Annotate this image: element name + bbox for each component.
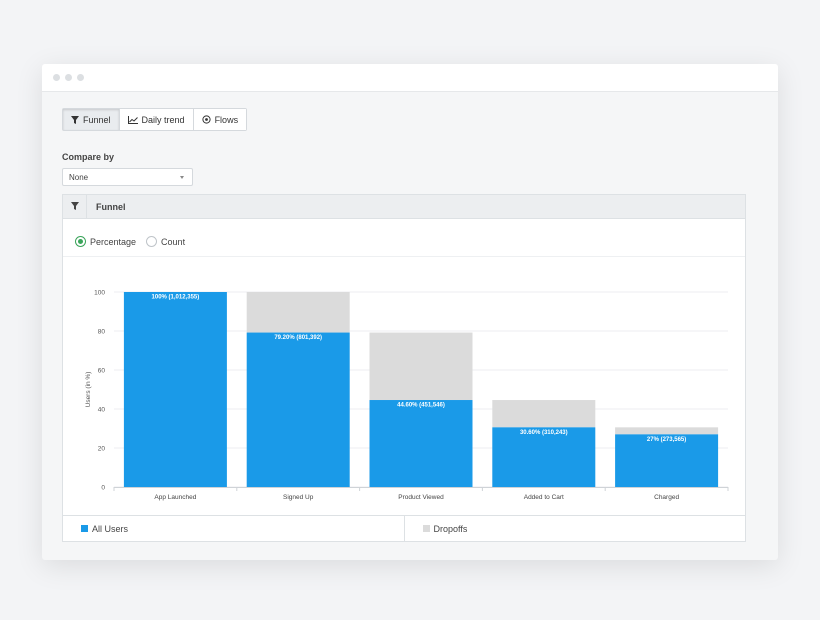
bar-all-users xyxy=(492,427,596,487)
metric-radio-group: Percentage Count xyxy=(75,236,185,247)
filter-button[interactable] xyxy=(63,194,87,219)
x-tick-label: Signed Up xyxy=(283,494,314,501)
tab-flows[interactable]: Flows xyxy=(193,109,247,130)
bar-data-label: 44.60% (451,546) xyxy=(397,403,445,409)
chart-legend: All Users Dropoffs xyxy=(63,515,745,541)
funnel-chart: 0 20 40 60 80 100 Users (in %) 100% (1,012,355)… xyxy=(85,290,729,501)
compare-by-label: Compare by xyxy=(62,152,115,162)
x-tick-label: Charged xyxy=(654,494,679,501)
panel-title: Funnel xyxy=(96,201,126,212)
legend-all-users[interactable]: All Users xyxy=(63,516,404,541)
radio-unchecked-icon[interactable] xyxy=(146,236,158,247)
radio-label: Percentage xyxy=(90,236,137,247)
radio-label: Count xyxy=(161,236,186,247)
app-window: Funnel Daily trend Flows Compare by None xyxy=(42,64,778,560)
legend-dropoffs[interactable]: Dropoffs xyxy=(403,516,746,541)
bar-all-users xyxy=(123,292,227,487)
legend-swatch-dropoffs xyxy=(422,525,430,532)
funnel-icon xyxy=(70,201,79,212)
y-tick-label: 0 xyxy=(101,485,105,492)
bar-dropoff xyxy=(492,400,596,428)
radio-checked-icon[interactable] xyxy=(75,236,86,247)
bar-all-users xyxy=(246,332,350,487)
radio-count[interactable]: Count xyxy=(146,236,185,247)
window-dot-maximize[interactable] xyxy=(77,74,84,81)
y-tick-label: 100 xyxy=(94,290,105,297)
panel-header: Funnel xyxy=(63,194,745,219)
window-dot-minimize[interactable] xyxy=(65,74,72,81)
y-tick-label: 60 xyxy=(98,368,106,375)
legend-swatch-all-users xyxy=(81,525,88,532)
flows-icon xyxy=(201,115,211,124)
funnel-icon xyxy=(71,115,79,124)
bar-all-users xyxy=(369,400,473,487)
tab-funnel[interactable]: Funnel xyxy=(63,109,120,130)
window-titlebar xyxy=(42,64,778,92)
bar-data-label: 79.20% (801,392) xyxy=(274,335,322,341)
compare-by-select[interactable]: None xyxy=(62,168,193,186)
tab-label: Daily trend xyxy=(141,114,185,125)
y-axis-label: Users (in %) xyxy=(85,372,92,408)
compare-by-value: None xyxy=(69,172,89,182)
bar-all-users xyxy=(615,434,719,487)
chevron-down-icon xyxy=(180,176,184,179)
line-chart-icon xyxy=(127,115,138,124)
y-tick-label: 20 xyxy=(98,446,106,453)
bar-dropoff xyxy=(369,332,473,401)
radio-percentage[interactable]: Percentage xyxy=(75,236,136,247)
x-tick-label: Added to Cart xyxy=(524,494,564,501)
bar-data-label: 30.60% (310,243) xyxy=(520,430,568,436)
y-tick-label: 80 xyxy=(98,329,106,336)
tab-daily-trend[interactable]: Daily trend xyxy=(119,109,194,130)
divider xyxy=(63,256,745,257)
tab-label: Flows xyxy=(214,114,239,125)
y-tick-label: 40 xyxy=(98,407,106,414)
bar-dropoff xyxy=(246,292,350,333)
x-tick-label: Product Viewed xyxy=(398,494,444,501)
funnel-panel: Funnel Percentage Count 0 20 40 60 80 100 User… xyxy=(62,194,746,542)
bar-data-label: 27% (273,565) xyxy=(647,437,686,443)
window-dot-close[interactable] xyxy=(53,74,60,81)
legend-label: All Users xyxy=(92,523,129,534)
x-tick-label: App Launched xyxy=(154,494,196,501)
view-tabs: Funnel Daily trend Flows xyxy=(62,108,248,131)
bar-dropoff xyxy=(615,427,719,435)
bar-data-label: 100% (1,012,355) xyxy=(152,295,200,301)
legend-label: Dropoffs xyxy=(433,523,468,534)
tab-label: Funnel xyxy=(83,114,111,125)
